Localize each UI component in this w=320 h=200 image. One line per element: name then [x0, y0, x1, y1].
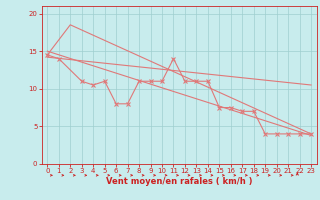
- X-axis label: Vent moyen/en rafales ( km/h ): Vent moyen/en rafales ( km/h ): [106, 177, 252, 186]
